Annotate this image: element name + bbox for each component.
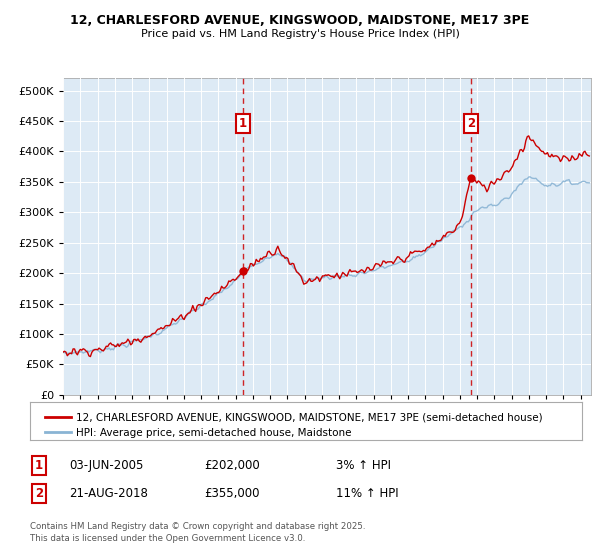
Text: 2: 2 bbox=[35, 487, 43, 501]
Text: £355,000: £355,000 bbox=[204, 487, 260, 501]
Text: Contains HM Land Registry data © Crown copyright and database right 2025.
This d: Contains HM Land Registry data © Crown c… bbox=[30, 522, 365, 543]
Text: 12, CHARLESFORD AVENUE, KINGSWOOD, MAIDSTONE, ME17 3PE: 12, CHARLESFORD AVENUE, KINGSWOOD, MAIDS… bbox=[70, 14, 530, 27]
Text: 1: 1 bbox=[239, 117, 247, 130]
Text: 11% ↑ HPI: 11% ↑ HPI bbox=[336, 487, 398, 501]
Text: 2: 2 bbox=[467, 117, 475, 130]
Text: 21-AUG-2018: 21-AUG-2018 bbox=[69, 487, 148, 501]
Text: £202,000: £202,000 bbox=[204, 459, 260, 473]
Legend: 12, CHARLESFORD AVENUE, KINGSWOOD, MAIDSTONE, ME17 3PE (semi-detached house), HP: 12, CHARLESFORD AVENUE, KINGSWOOD, MAIDS… bbox=[41, 409, 547, 442]
Text: 1: 1 bbox=[35, 459, 43, 473]
Text: 03-JUN-2005: 03-JUN-2005 bbox=[69, 459, 143, 473]
Text: 3% ↑ HPI: 3% ↑ HPI bbox=[336, 459, 391, 473]
Text: Price paid vs. HM Land Registry's House Price Index (HPI): Price paid vs. HM Land Registry's House … bbox=[140, 29, 460, 39]
